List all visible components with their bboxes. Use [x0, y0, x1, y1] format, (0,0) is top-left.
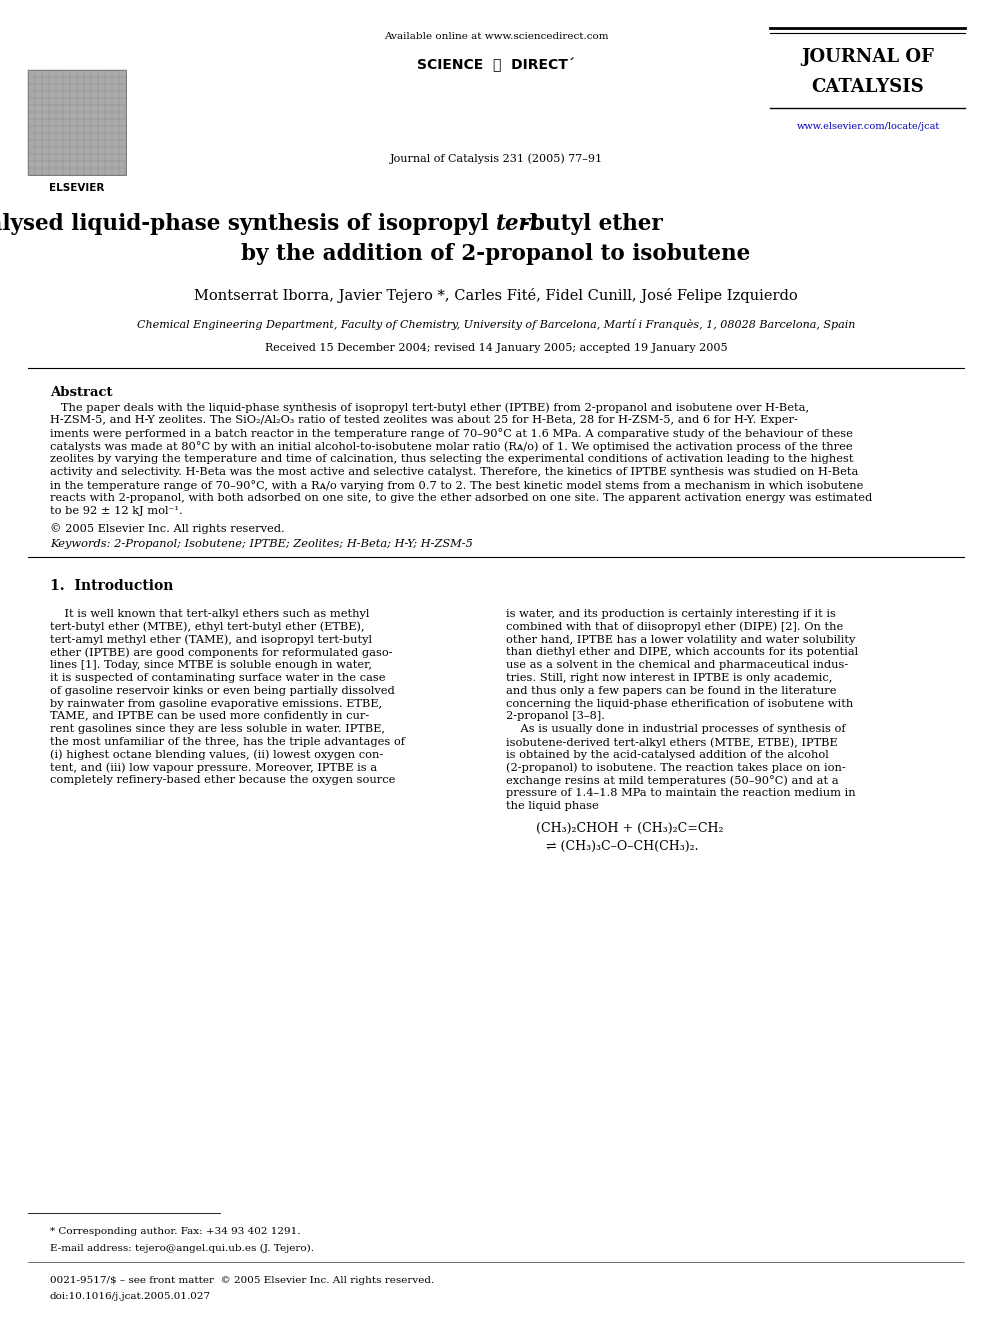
Text: Montserrat Iborra, Javier Tejero *, Carles Fité, Fidel Cunill, José Felipe Izqui: Montserrat Iborra, Javier Tejero *, Carl…: [194, 288, 798, 303]
Text: tert-amyl methyl ether (TAME), and isopropyl tert-butyl: tert-amyl methyl ether (TAME), and isopr…: [50, 635, 372, 646]
Text: pressure of 1.4–1.8 MPa to maintain the reaction medium in: pressure of 1.4–1.8 MPa to maintain the …: [506, 789, 856, 798]
Text: reacts with 2-propanol, with both adsorbed on one site, to give the ether adsorb: reacts with 2-propanol, with both adsorb…: [50, 493, 872, 503]
Text: catalysts was made at 80°C by with an initial alcohol-to-isobutene molar ratio (: catalysts was made at 80°C by with an in…: [50, 441, 853, 452]
Text: is obtained by the acid-catalysed addition of the alcohol: is obtained by the acid-catalysed additi…: [506, 750, 828, 759]
Text: the most unfamiliar of the three, has the triple advantages of: the most unfamiliar of the three, has th…: [50, 737, 405, 747]
Text: H-ZSM-5, and H-Y zeolites. The SiO₂/Al₂O₃ ratio of tested zeolites was about 25 : H-ZSM-5, and H-Y zeolites. The SiO₂/Al₂O…: [50, 415, 798, 425]
Text: tries. Still, right now interest in IPTBE is only academic,: tries. Still, right now interest in IPTB…: [506, 673, 832, 683]
Text: iments were performed in a batch reactor in the temperature range of 70–90°C at : iments were performed in a batch reactor…: [50, 429, 853, 439]
Text: ⇌ (CH₃)₃C–O–CH(CH₃)₂.: ⇌ (CH₃)₃C–O–CH(CH₃)₂.: [546, 840, 698, 853]
Text: E-mail address: tejero@angel.qui.ub.es (J. Tejero).: E-mail address: tejero@angel.qui.ub.es (…: [50, 1244, 314, 1253]
Text: rent gasolines since they are less soluble in water. IPTBE,: rent gasolines since they are less solub…: [50, 724, 385, 734]
Text: it is suspected of contaminating surface water in the case: it is suspected of contaminating surface…: [50, 673, 386, 683]
Text: Zeolite-catalysed liquid-phase synthesis of isopropyl: Zeolite-catalysed liquid-phase synthesis…: [0, 213, 496, 235]
Text: (2-propanol) to isobutene. The reaction takes place on ion-: (2-propanol) to isobutene. The reaction …: [506, 762, 846, 773]
Text: ether (IPTBE) are good components for reformulated gaso-: ether (IPTBE) are good components for re…: [50, 647, 393, 658]
Text: by the addition of 2-propanol to isobutene: by the addition of 2-propanol to isobute…: [241, 243, 751, 265]
Text: It is well known that tert-alkyl ethers such as methyl: It is well known that tert-alkyl ethers …: [50, 609, 369, 619]
Text: Zeolite-catalysed liquid-phase synthesis of isopropyl tert-butyl ether: Zeolite-catalysed liquid-phase synthesis…: [84, 213, 908, 235]
Text: tert: tert: [496, 213, 541, 235]
Text: other hand, IPTBE has a lower volatility and water solubility: other hand, IPTBE has a lower volatility…: [506, 635, 855, 644]
Text: to be 92 ± 12 kJ mol⁻¹.: to be 92 ± 12 kJ mol⁻¹.: [50, 505, 183, 516]
Text: SCIENCE  ⓓ  DIRECT´: SCIENCE ⓓ DIRECT´: [417, 58, 575, 73]
Text: Keywords: 2-Propanol; Isobutene; IPTBE; Zeolites; H-Beta; H-Y; H-ZSM-5: Keywords: 2-Propanol; Isobutene; IPTBE; …: [50, 538, 473, 549]
Text: zeolites by varying the temperature and time of calcination, thus selecting the : zeolites by varying the temperature and …: [50, 454, 853, 464]
Text: isobutene-derived tert-alkyl ethers (MTBE, ETBE), IPTBE: isobutene-derived tert-alkyl ethers (MTB…: [506, 737, 837, 747]
Text: concerning the liquid-phase etherification of isobutene with: concerning the liquid-phase etherificati…: [506, 699, 853, 709]
Text: tert-butyl ether (MTBE), ethyl tert-butyl ether (ETBE),: tert-butyl ether (MTBE), ethyl tert-buty…: [50, 622, 365, 632]
Text: © 2005 Elsevier Inc. All rights reserved.: © 2005 Elsevier Inc. All rights reserved…: [50, 523, 285, 533]
Text: 0021-9517/$ – see front matter  © 2005 Elsevier Inc. All rights reserved.: 0021-9517/$ – see front matter © 2005 El…: [50, 1275, 434, 1285]
Text: than diethyl ether and DIPE, which accounts for its potential: than diethyl ether and DIPE, which accou…: [506, 647, 858, 658]
Text: the liquid phase: the liquid phase: [506, 800, 599, 811]
Text: use as a solvent in the chemical and pharmaceutical indus-: use as a solvent in the chemical and pha…: [506, 660, 848, 671]
Text: and thus only a few papers can be found in the literature: and thus only a few papers can be found …: [506, 685, 836, 696]
Text: As is usually done in industrial processes of synthesis of: As is usually done in industrial process…: [506, 724, 845, 734]
Text: in the temperature range of 70–90°C, with a Rᴀ/ᴏ varying from 0.7 to 2. The best: in the temperature range of 70–90°C, wit…: [50, 480, 863, 491]
Text: tent, and (iii) low vapour pressure. Moreover, IPTBE is a: tent, and (iii) low vapour pressure. Mor…: [50, 762, 377, 773]
Text: The paper deals with the liquid-phase synthesis of isopropyl tert-butyl ether (I: The paper deals with the liquid-phase sy…: [50, 402, 809, 413]
Text: activity and selectivity. H-Beta was the most active and selective catalyst. The: activity and selectivity. H-Beta was the…: [50, 467, 858, 478]
Text: JOURNAL OF: JOURNAL OF: [802, 48, 934, 66]
Text: Chemical Engineering Department, Faculty of Chemistry, University of Barcelona, : Chemical Engineering Department, Faculty…: [137, 319, 855, 329]
Text: 1.  Introduction: 1. Introduction: [50, 579, 174, 593]
Text: by rainwater from gasoline evaporative emissions. ETBE,: by rainwater from gasoline evaporative e…: [50, 699, 382, 709]
Text: Abstract: Abstract: [50, 386, 112, 400]
Text: (CH₃)₂CHOH + (CH₃)₂C=CH₂: (CH₃)₂CHOH + (CH₃)₂C=CH₂: [536, 822, 723, 835]
Text: (i) highest octane blending values, (ii) lowest oxygen con-: (i) highest octane blending values, (ii)…: [50, 750, 383, 761]
Text: Journal of Catalysis 231 (2005) 77–91: Journal of Catalysis 231 (2005) 77–91: [390, 153, 602, 164]
Text: -butyl ether: -butyl ether: [521, 213, 663, 235]
Text: is water, and its production is certainly interesting if it is: is water, and its production is certainl…: [506, 609, 836, 619]
Text: Received 15 December 2004; revised 14 January 2005; accepted 19 January 2005: Received 15 December 2004; revised 14 Ja…: [265, 343, 727, 353]
Text: combined with that of diisopropyl ether (DIPE) [2]. On the: combined with that of diisopropyl ether …: [506, 622, 843, 632]
Text: ELSEVIER: ELSEVIER: [50, 183, 105, 193]
Text: lines [1]. Today, since MTBE is soluble enough in water,: lines [1]. Today, since MTBE is soluble …: [50, 660, 372, 671]
Text: exchange resins at mild temperatures (50–90°C) and at a: exchange resins at mild temperatures (50…: [506, 775, 838, 786]
Text: 2-propanol [3–8].: 2-propanol [3–8].: [506, 712, 605, 721]
Text: completely refinery-based ether because the oxygen source: completely refinery-based ether because …: [50, 775, 396, 786]
Text: TAME, and IPTBE can be used more confidently in cur-: TAME, and IPTBE can be used more confide…: [50, 712, 369, 721]
Bar: [28, 70, 126, 175]
Text: www.elsevier.com/locate/jcat: www.elsevier.com/locate/jcat: [797, 122, 939, 131]
Text: of gasoline reservoir kinks or even being partially dissolved: of gasoline reservoir kinks or even bein…: [50, 685, 395, 696]
Text: Available online at www.sciencedirect.com: Available online at www.sciencedirect.co…: [384, 32, 608, 41]
Text: CATALYSIS: CATALYSIS: [811, 78, 925, 97]
Text: * Corresponding author. Fax: +34 93 402 1291.: * Corresponding author. Fax: +34 93 402 …: [50, 1226, 301, 1236]
Text: doi:10.1016/j.jcat.2005.01.027: doi:10.1016/j.jcat.2005.01.027: [50, 1293, 211, 1301]
